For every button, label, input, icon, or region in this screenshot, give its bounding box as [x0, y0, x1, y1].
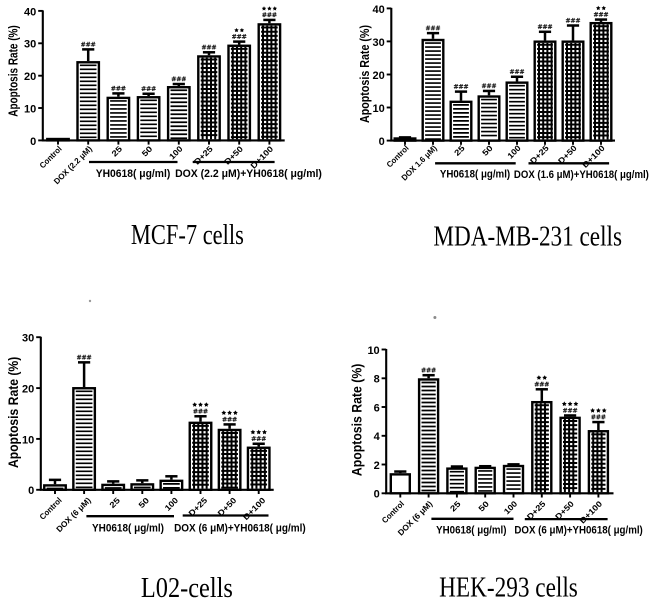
svg-text:D+50: D+50 — [223, 144, 246, 167]
svg-text:Control: Control — [385, 144, 411, 170]
svg-text:100: 100 — [506, 143, 523, 160]
svg-text:30: 30 — [373, 37, 385, 49]
svg-text:30: 30 — [24, 39, 36, 51]
svg-text:DOX (1.6 μM)+YH0618( μg/ml): DOX (1.6 μM)+YH0618( μg/ml) — [514, 169, 649, 181]
svg-text:D+100: D+100 — [249, 144, 276, 171]
svg-text:25: 25 — [448, 499, 463, 514]
svg-text:50: 50 — [140, 144, 155, 159]
svg-text:YH0618( μg/ml): YH0618( μg/ml) — [92, 523, 164, 535]
svg-text:20: 20 — [22, 384, 34, 396]
svg-text:100: 100 — [163, 496, 180, 513]
svg-text:50: 50 — [137, 495, 152, 510]
svg-text:D+100: D+100 — [581, 143, 608, 170]
svg-text:Apoptosis Rate (%): Apoptosis Rate (%) — [350, 364, 365, 476]
svg-text:Control: Control — [380, 499, 406, 525]
svg-text:8: 8 — [374, 374, 380, 386]
svg-text:2: 2 — [374, 460, 380, 472]
svg-text:Apoptosis Rate (%): Apoptosis Rate (%) — [5, 25, 20, 117]
svg-text:D+100: D+100 — [578, 499, 605, 526]
svg-text:0: 0 — [30, 136, 36, 148]
svg-text:MCF-7 cells: MCF-7 cells — [131, 219, 244, 251]
svg-text:20: 20 — [373, 70, 385, 82]
svg-text:4: 4 — [374, 431, 381, 443]
svg-text:100: 100 — [502, 499, 519, 516]
svg-text:40: 40 — [373, 4, 385, 16]
svg-text:DOX (6 μM)+YH0618( μg/ml): DOX (6 μM)+YH0618( μg/ml) — [514, 525, 643, 537]
svg-text:D+25: D+25 — [192, 144, 215, 167]
svg-text:YH0618( μg/ml): YH0618( μg/ml) — [440, 169, 511, 181]
svg-text:0: 0 — [374, 489, 380, 501]
svg-text:Control: Control — [38, 496, 64, 522]
svg-text:20: 20 — [24, 71, 36, 83]
svg-text:10: 10 — [22, 434, 34, 446]
svg-text:0: 0 — [28, 485, 34, 497]
svg-text:100: 100 — [168, 144, 185, 161]
svg-text:HEK-293 cells: HEK-293 cells — [439, 572, 578, 604]
svg-text:L02-cells: L02-cells — [141, 572, 233, 604]
svg-text:25: 25 — [453, 143, 468, 158]
svg-text:25: 25 — [110, 144, 125, 159]
svg-text:10: 10 — [367, 345, 379, 357]
svg-text:6: 6 — [374, 402, 380, 414]
svg-text:10: 10 — [24, 103, 36, 115]
svg-text:DOX (2.2 μM)+YH0618( μg/ml): DOX (2.2 μM)+YH0618( μg/ml) — [175, 168, 322, 180]
svg-text:YH0618( μg/ml): YH0618( μg/ml) — [96, 168, 171, 180]
svg-text:50: 50 — [481, 143, 496, 158]
svg-text:DOX (6 μM)+YH0618( μg/ml): DOX (6 μM)+YH0618( μg/ml) — [174, 523, 306, 535]
svg-text:25: 25 — [108, 495, 123, 510]
svg-text:D+100: D+100 — [241, 495, 268, 522]
svg-text:50: 50 — [477, 499, 492, 514]
svg-text:0: 0 — [379, 136, 385, 148]
svg-text:10: 10 — [373, 103, 385, 115]
svg-text:MDA-MB-231 cells: MDA-MB-231 cells — [433, 221, 622, 253]
svg-text:Apoptosis Rate (%): Apoptosis Rate (%) — [6, 357, 21, 468]
svg-text:40: 40 — [24, 6, 36, 18]
svg-text:YH0618( μg/ml): YH0618( μg/ml) — [436, 525, 507, 537]
svg-text:Apoptosis Rate (%): Apoptosis Rate (%) — [357, 25, 372, 123]
svg-text:30: 30 — [22, 333, 34, 345]
svg-text:Control: Control — [38, 144, 64, 170]
